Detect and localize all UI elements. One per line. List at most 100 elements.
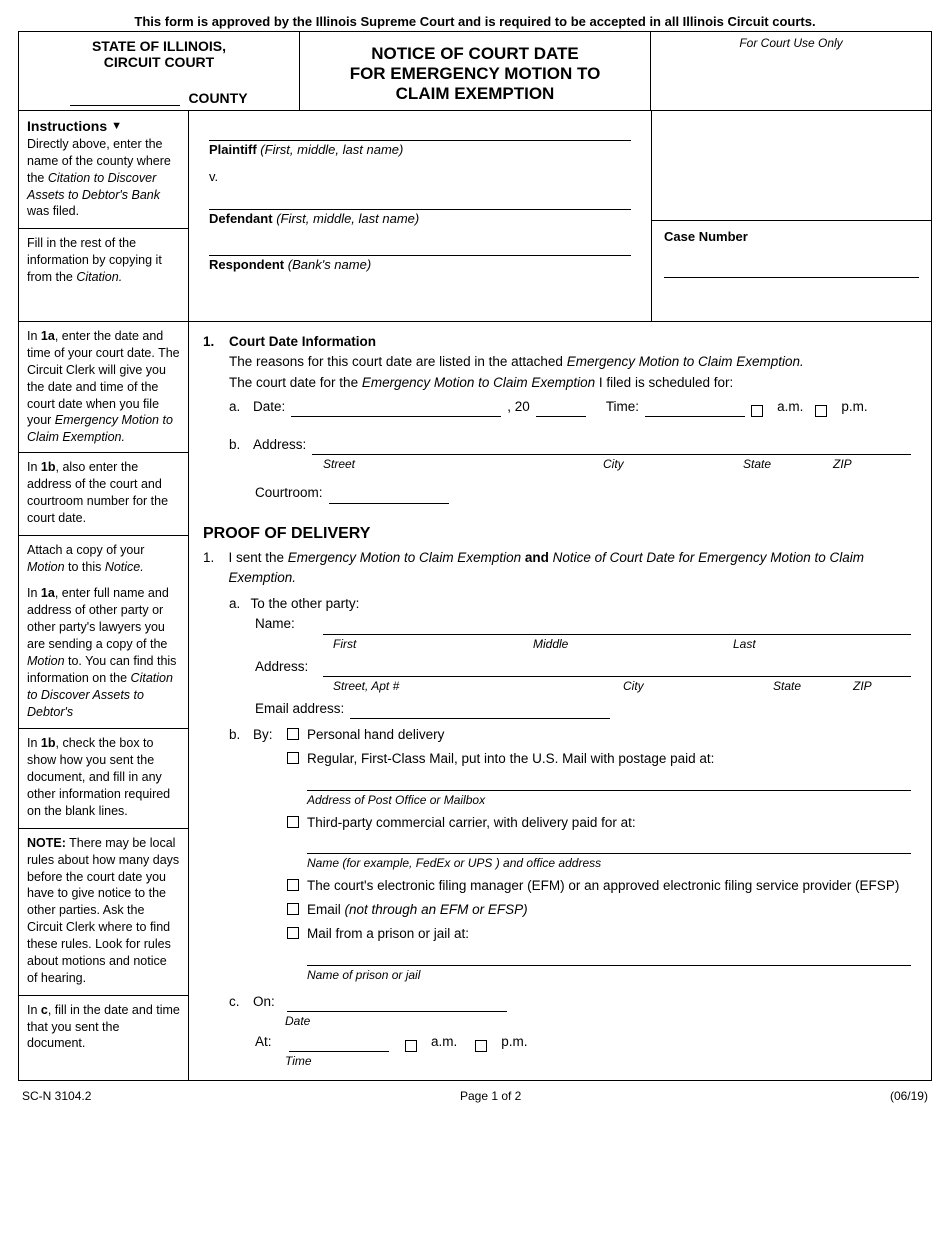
revision-date: (06/19) bbox=[890, 1089, 928, 1103]
on-label: On: bbox=[253, 992, 281, 1012]
prison-blank[interactable] bbox=[307, 951, 911, 966]
address-blank-1[interactable] bbox=[312, 440, 911, 455]
first-sub: First bbox=[333, 635, 533, 653]
chevron-down-icon: ▼ bbox=[111, 119, 122, 134]
page-number: Page 1 of 2 bbox=[460, 1089, 521, 1103]
am-checkbox-1[interactable] bbox=[751, 405, 763, 417]
proof-a-row: a. To the other party: bbox=[229, 594, 911, 614]
at-time-blank[interactable] bbox=[289, 1037, 389, 1052]
year-blank[interactable] bbox=[536, 402, 586, 417]
sec1-title: Court Date Information bbox=[229, 332, 376, 352]
case-area: Plaintiff (First, middle, last name) v. … bbox=[189, 111, 931, 321]
pm-label-2: p.m. bbox=[501, 1032, 527, 1052]
chk-efm[interactable] bbox=[287, 879, 299, 891]
sec1-line2: The court date for the Emergency Motion … bbox=[229, 373, 911, 393]
proof-b: b. bbox=[229, 725, 247, 984]
instructions-toggle[interactable]: Instructions ▼ bbox=[27, 117, 180, 136]
instr-box-3: In 1a, enter the date and time of your c… bbox=[19, 322, 188, 536]
proof-c-at: At: a.m. p.m. bbox=[255, 1032, 911, 1052]
form-title: NOTICE OF COURT DATE FOR EMERGENCY MOTIO… bbox=[299, 32, 651, 110]
plaintiff-line[interactable] bbox=[209, 125, 631, 141]
sec1-row-b: b. Address: bbox=[229, 435, 911, 455]
email-label: Email address: bbox=[255, 699, 344, 719]
time-label: Time: bbox=[606, 397, 639, 417]
proof-a: a. bbox=[229, 594, 247, 614]
opt5b-text: (not through an EFM or EFSP) bbox=[345, 902, 528, 917]
time-blank[interactable] bbox=[645, 402, 745, 417]
opt-efm: The court's electronic filing manager (E… bbox=[287, 876, 911, 896]
pm-checkbox-2[interactable] bbox=[475, 1040, 487, 1052]
chk-email[interactable] bbox=[287, 903, 299, 915]
instructions-col-1: Instructions ▼ Directly above, enter the… bbox=[19, 111, 189, 321]
sec1-a: a. bbox=[229, 397, 247, 417]
county-input-line[interactable] bbox=[70, 92, 180, 106]
name-blank[interactable] bbox=[323, 620, 911, 635]
defendant-caption: Defendant (First, middle, last name) bbox=[209, 211, 631, 226]
state-sub-1: State bbox=[743, 455, 833, 473]
year-prefix: , 20 bbox=[507, 397, 530, 417]
opt-carrier: Third-party commercial carrier, with del… bbox=[287, 813, 911, 833]
case-number-line[interactable] bbox=[664, 262, 919, 278]
proof-sent-a: I sent the bbox=[228, 550, 287, 565]
instructions-heading: Instructions bbox=[27, 117, 107, 136]
chk-prison[interactable] bbox=[287, 927, 299, 939]
header-left: STATE OF ILLINOIS, CIRCUIT COURT COUNTY bbox=[19, 32, 299, 110]
email-blank[interactable] bbox=[350, 704, 610, 719]
county-label: COUNTY bbox=[188, 90, 247, 106]
instr-text-4: Attach a copy of your Motion to this Not… bbox=[27, 542, 180, 576]
city-sub-1: City bbox=[603, 455, 743, 473]
last-sub: Last bbox=[733, 635, 756, 653]
sec1-line2a: The court date for the bbox=[229, 375, 362, 390]
at-label: At: bbox=[255, 1032, 283, 1052]
chk-mail[interactable] bbox=[287, 752, 299, 764]
streetapt-sub: Street, Apt # bbox=[333, 677, 623, 695]
on-date-blank[interactable] bbox=[287, 997, 507, 1012]
state-line1: STATE OF ILLINOIS, bbox=[29, 38, 289, 54]
court-use-only: For Court Use Only bbox=[651, 32, 931, 110]
body-row-2: In 1a, enter the date and time of your c… bbox=[19, 321, 931, 1080]
chk-carrier[interactable] bbox=[287, 816, 299, 828]
sec1-line2c: I filed is scheduled for: bbox=[595, 375, 733, 390]
date-blank[interactable] bbox=[291, 402, 501, 417]
case-number-label: Case Number bbox=[664, 229, 919, 244]
address-blank-2[interactable] bbox=[323, 662, 911, 677]
instr-box-6: In 1b, check the box to show how you sen… bbox=[19, 729, 188, 828]
courtroom-row: Courtroom: bbox=[255, 483, 911, 503]
pm-checkbox-1[interactable] bbox=[815, 405, 827, 417]
instr-text-2: Fill in the rest of the information by c… bbox=[27, 236, 162, 284]
defendant-bold: Defendant bbox=[209, 211, 273, 226]
state-line2: CIRCUIT COURT bbox=[29, 54, 289, 70]
respondent-caption: Respondent (Bank's name) bbox=[209, 257, 631, 272]
street-sub: Street bbox=[323, 455, 603, 473]
respondent-bold: Respondent bbox=[209, 257, 284, 272]
carrier-blank[interactable] bbox=[307, 839, 911, 854]
instr-text-7: NOTE: There may be local rules about how… bbox=[27, 835, 180, 987]
form-outer: STATE OF ILLINOIS, CIRCUIT COURT COUNTY … bbox=[18, 31, 932, 1081]
case-caption-left: Plaintiff (First, middle, last name) v. … bbox=[189, 111, 651, 321]
defendant-it: (First, middle, last name) bbox=[276, 211, 419, 226]
respondent-line[interactable] bbox=[209, 240, 631, 256]
instructions-col-2: In 1a, enter the date and time of your c… bbox=[19, 322, 189, 1080]
proof-c: c. bbox=[229, 992, 247, 1012]
chk-personal[interactable] bbox=[287, 728, 299, 740]
opt1-text: Personal hand delivery bbox=[307, 727, 444, 742]
zip-sub-1: ZIP bbox=[833, 455, 852, 473]
name-label: Name: bbox=[255, 614, 317, 634]
city-sub-2: City bbox=[623, 677, 773, 695]
am-label-1: a.m. bbox=[777, 397, 803, 417]
proof-line1: 1. I sent the Emergency Motion to Claim … bbox=[203, 548, 911, 589]
county-row: COUNTY bbox=[29, 90, 289, 106]
proof-sent: I sent the Emergency Motion to Claim Exe… bbox=[228, 548, 911, 589]
defendant-line[interactable] bbox=[209, 194, 631, 210]
name-row: Name: bbox=[255, 614, 911, 634]
versus: v. bbox=[209, 169, 631, 184]
title-line2: FOR EMERGENCY MOTION TO bbox=[306, 64, 644, 84]
courtroom-blank[interactable] bbox=[329, 489, 449, 504]
mail-blank[interactable] bbox=[307, 776, 911, 791]
court-use-area bbox=[652, 111, 931, 221]
at-time-sub: Time bbox=[285, 1052, 911, 1070]
am-checkbox-2[interactable] bbox=[405, 1040, 417, 1052]
am-label-2: a.m. bbox=[431, 1032, 457, 1052]
by-options: Personal hand delivery Regular, First-Cl… bbox=[287, 725, 911, 984]
sec1-line1: The reasons for this court date are list… bbox=[229, 352, 911, 372]
